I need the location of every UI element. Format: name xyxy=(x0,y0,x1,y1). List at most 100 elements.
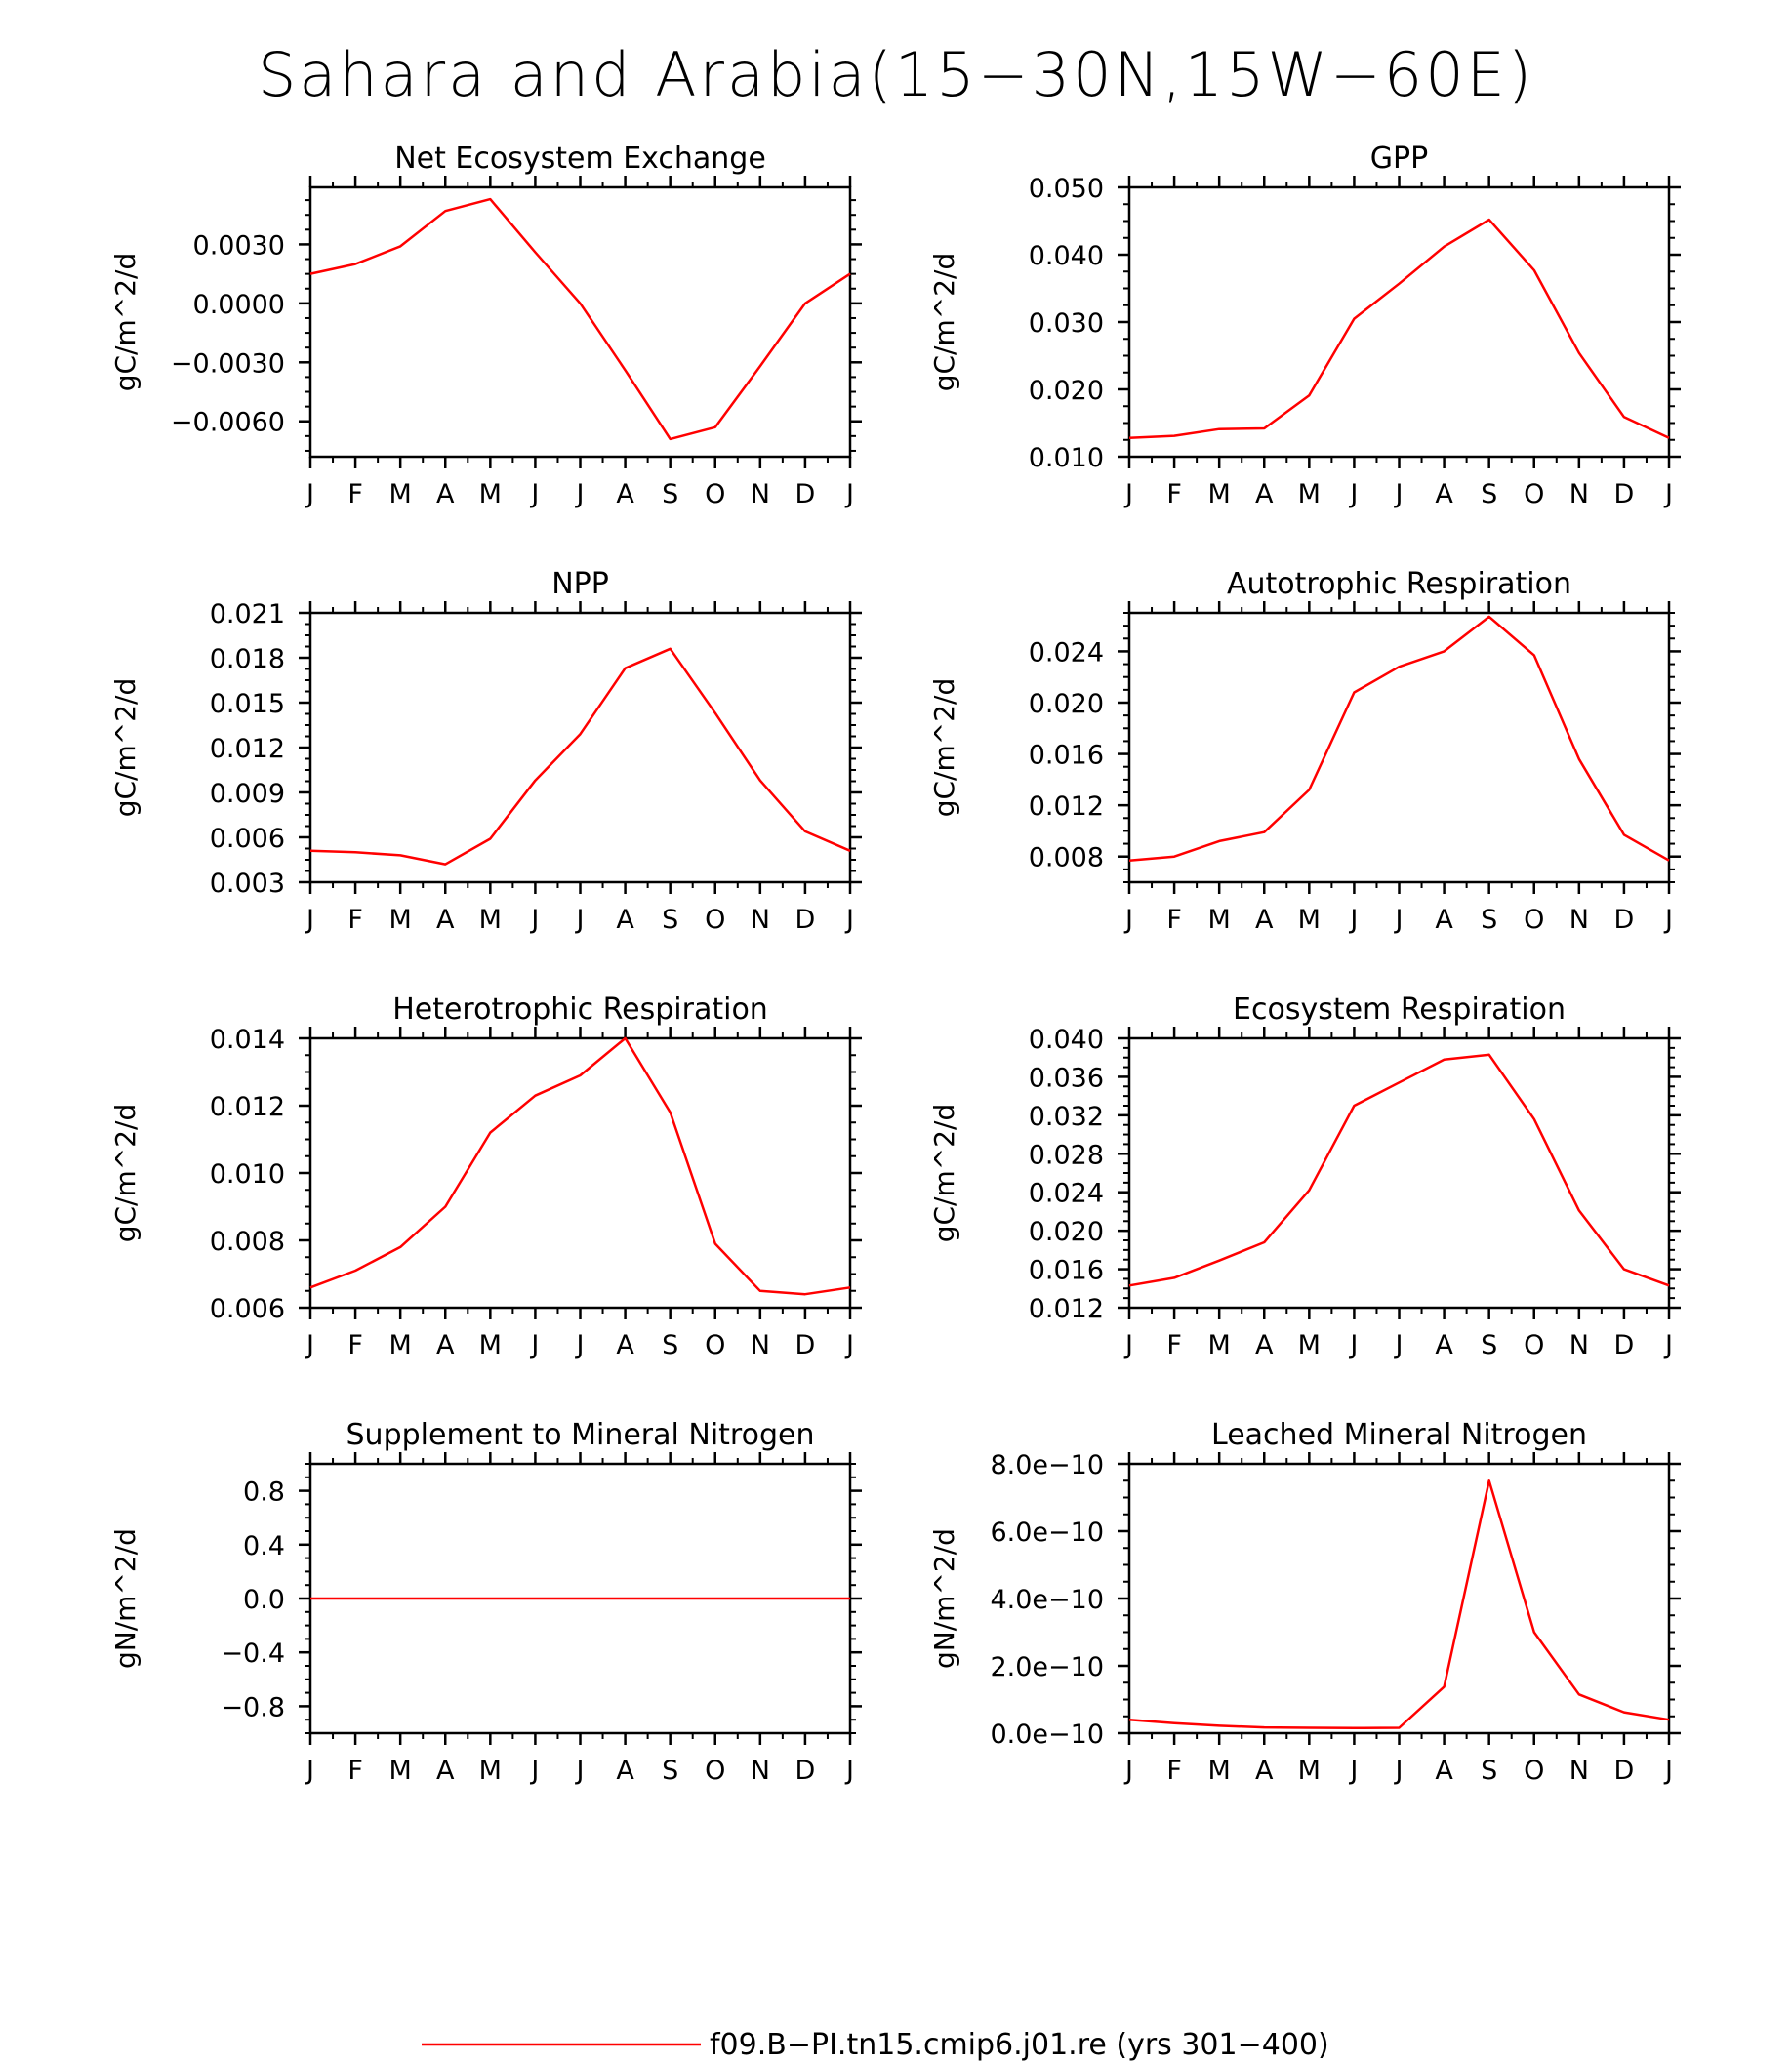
x-tick-label: M xyxy=(1298,1330,1321,1360)
x-tick-label: O xyxy=(705,1756,725,1786)
series-line xyxy=(1128,615,1670,862)
y-axis-label: gC/m^2/d xyxy=(928,1104,960,1243)
x-tick-label: M xyxy=(389,1330,412,1360)
x-tick-label: J xyxy=(575,479,585,509)
x-tick-label: N xyxy=(751,1756,770,1786)
x-tick-label: M xyxy=(1298,1756,1321,1786)
x-tick-label: F xyxy=(1166,479,1182,509)
chart-title: Heterotrophic Respiration xyxy=(392,992,768,1027)
chart-title: Leached Mineral Nitrogen xyxy=(1211,1418,1587,1452)
y-tick-label: 0.040 xyxy=(1029,1025,1104,1055)
x-tick-label: F xyxy=(347,479,363,509)
x-tick-label: D xyxy=(795,905,816,935)
y-tick-label: 8.0e−10 xyxy=(990,1450,1104,1480)
x-tick-label: J xyxy=(575,905,585,935)
y-tick-label: 0.0000 xyxy=(193,290,285,320)
x-tick-label: A xyxy=(1255,1756,1274,1786)
y-tick-label: 0.009 xyxy=(210,779,285,809)
y-tick-label: 0.036 xyxy=(1029,1063,1104,1093)
y-tick-label: 0.006 xyxy=(210,824,285,854)
x-tick-label: J xyxy=(1394,1756,1404,1786)
y-tick-label: 0.020 xyxy=(1029,689,1104,719)
plot-frame xyxy=(1127,1036,1671,1310)
y-tick-label: 0.008 xyxy=(1029,843,1104,873)
x-tick-label: M xyxy=(1298,479,1321,509)
y-tick-label: 0.020 xyxy=(1029,376,1104,406)
x-tick-label: F xyxy=(1166,1330,1182,1360)
x-tick-label: N xyxy=(1569,1756,1589,1786)
x-tick-label: J xyxy=(1123,479,1133,509)
y-tick-label: 6.0e−10 xyxy=(990,1518,1104,1548)
x-tick-label: M xyxy=(389,1756,412,1786)
y-tick-label: 0.015 xyxy=(210,689,285,719)
x-tick-label: D xyxy=(1614,1756,1635,1786)
x-tick-label: J xyxy=(575,1756,585,1786)
chart-title: Supplement to Mineral Nitrogen xyxy=(346,1418,815,1452)
plot-frame xyxy=(308,611,852,884)
y-axis-label: gC/m^2/d xyxy=(109,678,142,818)
x-tick-label: S xyxy=(1481,1756,1497,1786)
chart-title: Autotrophic Respiration xyxy=(1227,567,1571,601)
y-axis-label: gC/m^2/d xyxy=(928,678,960,818)
x-tick-label: S xyxy=(1481,905,1497,935)
x-tick-label: S xyxy=(662,1756,678,1786)
x-tick-label: J xyxy=(575,1330,585,1360)
y-tick-label: 0.010 xyxy=(210,1159,285,1190)
x-tick-label: J xyxy=(844,1330,854,1360)
x-tick-label: M xyxy=(479,1756,502,1786)
y-tick-label: 0.4 xyxy=(243,1531,285,1561)
y-tick-label: 0.0e−10 xyxy=(990,1720,1104,1750)
x-tick-label: A xyxy=(436,905,455,935)
x-tick-label: D xyxy=(1614,1330,1635,1360)
x-tick-label: J xyxy=(1663,1330,1673,1360)
x-tick-label: A xyxy=(1435,1756,1453,1786)
y-axis-label: gC/m^2/d xyxy=(928,253,960,392)
x-tick-label: O xyxy=(705,1330,725,1360)
x-tick-label: F xyxy=(1166,905,1182,935)
y-tick-label: 0.021 xyxy=(210,599,285,629)
y-tick-label: 4.0e−10 xyxy=(990,1585,1104,1615)
x-tick-label: D xyxy=(1614,479,1635,509)
plot-frame xyxy=(1127,185,1671,459)
y-tick-label: 0.0 xyxy=(243,1585,285,1615)
y-tick-label: 0.024 xyxy=(1029,637,1104,668)
figure-title: Sahara and Arabia(15−30N,15W−60E) xyxy=(257,39,1535,110)
x-tick-label: J xyxy=(1123,1756,1133,1786)
x-tick-label: S xyxy=(1481,1330,1497,1360)
x-tick-label: O xyxy=(1524,905,1544,935)
x-tick-label: M xyxy=(1208,1330,1231,1360)
x-tick-label: M xyxy=(1208,479,1231,509)
x-tick-label: A xyxy=(436,479,455,509)
x-tick-label: F xyxy=(347,1756,363,1786)
x-tick-label: O xyxy=(1524,1330,1544,1360)
x-tick-label: O xyxy=(1524,479,1544,509)
x-tick-label: S xyxy=(662,1330,678,1360)
y-tick-label: 0.0030 xyxy=(193,230,285,261)
x-tick-label: M xyxy=(479,1330,502,1360)
series-line xyxy=(309,1036,851,1296)
y-tick-label: 0.012 xyxy=(210,1092,285,1122)
plot-frame xyxy=(308,185,852,459)
y-tick-label: 0.028 xyxy=(1029,1140,1104,1170)
x-tick-label: O xyxy=(705,905,725,935)
x-tick-label: D xyxy=(795,1330,816,1360)
y-tick-label: 0.006 xyxy=(210,1294,285,1324)
y-tick-label: −0.0060 xyxy=(171,408,285,438)
y-tick-label: 0.012 xyxy=(1029,791,1104,822)
x-tick-label: J xyxy=(1123,905,1133,935)
x-tick-label: J xyxy=(529,1756,539,1786)
y-tick-label: 0.012 xyxy=(210,734,285,764)
x-tick-label: O xyxy=(705,479,725,509)
x-tick-label: A xyxy=(616,1756,634,1786)
y-axis-label: gN/m^2/d xyxy=(928,1528,960,1669)
x-tick-label: J xyxy=(1123,1330,1133,1360)
x-tick-label: F xyxy=(347,905,363,935)
x-tick-label: M xyxy=(1208,905,1231,935)
chart-title: Net Ecosystem Exchange xyxy=(394,142,766,176)
x-tick-label: D xyxy=(795,479,816,509)
x-tick-label: N xyxy=(1569,905,1589,935)
